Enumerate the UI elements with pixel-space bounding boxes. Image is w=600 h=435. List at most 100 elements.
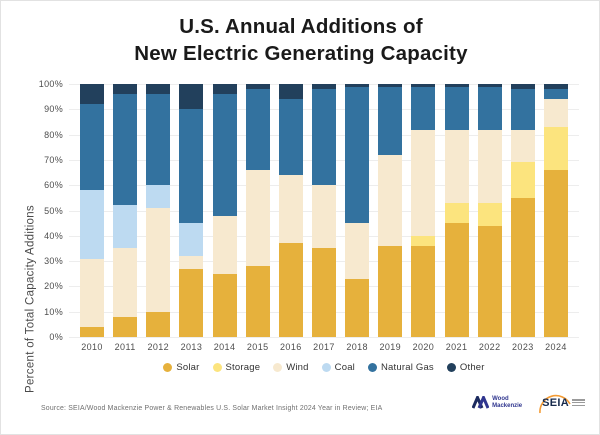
footer-logos: Wood Mackenzie SEIA bbox=[472, 394, 585, 413]
segment-2010-solar bbox=[80, 326, 104, 337]
segment-2014-other bbox=[212, 84, 237, 95]
bar-2020 bbox=[411, 84, 436, 337]
segment-2019-natural-gas bbox=[378, 86, 403, 155]
bar-stack-2018 bbox=[345, 84, 370, 337]
segment-2020-solar bbox=[411, 245, 436, 337]
bar-stack-2022 bbox=[477, 84, 502, 337]
segment-2010-coal bbox=[80, 190, 104, 259]
segment-2014-wind bbox=[212, 215, 237, 274]
plot-area: Percent of Total Capacity Additions 0% 10… bbox=[1, 79, 599, 393]
bar-stack-2016 bbox=[278, 84, 303, 337]
segment-2024-wind bbox=[543, 99, 568, 128]
segment-2021-solar bbox=[444, 223, 469, 337]
segment-2015-wind bbox=[245, 170, 270, 267]
segment-2018-natural-gas bbox=[345, 86, 370, 224]
bar-stack-2024 bbox=[543, 84, 568, 337]
segment-2019-other bbox=[378, 84, 403, 87]
bar-2023 bbox=[510, 84, 535, 337]
bar-2011 bbox=[113, 84, 138, 337]
segment-2024-storage bbox=[543, 127, 568, 171]
segment-2012-coal bbox=[146, 185, 171, 208]
wood-mackenzie-mark-icon bbox=[472, 396, 490, 409]
segment-2022-wind bbox=[477, 129, 502, 203]
y-tick-50: 50% bbox=[44, 205, 63, 216]
segment-2012-natural-gas bbox=[146, 94, 171, 186]
segment-2021-natural-gas bbox=[444, 86, 469, 130]
y-tick-70: 70% bbox=[44, 154, 63, 165]
segment-2011-wind bbox=[113, 248, 138, 317]
segment-2014-natural-gas bbox=[212, 94, 237, 216]
y-tick-0: 0% bbox=[49, 332, 63, 342]
chart-title: U.S. Annual Additions of New Electric Ge… bbox=[1, 14, 599, 67]
x-tick-label: 2015 bbox=[246, 342, 269, 352]
segment-2017-other bbox=[311, 84, 336, 90]
segment-2017-natural-gas bbox=[311, 89, 336, 186]
legend-dot-icon bbox=[446, 363, 456, 372]
segment-2014-solar bbox=[212, 273, 237, 337]
segment-2022-storage bbox=[477, 202, 502, 226]
bar-2012 bbox=[146, 84, 171, 337]
bar-group bbox=[80, 84, 568, 337]
segment-2020-natural-gas bbox=[411, 86, 436, 130]
wood-mackenzie-word1: Wood bbox=[492, 396, 509, 402]
segment-2024-natural-gas bbox=[543, 89, 568, 100]
bar-stack-2017 bbox=[311, 84, 336, 337]
legend-item-coal: Coal bbox=[321, 362, 355, 373]
segment-2013-natural-gas bbox=[179, 109, 204, 224]
segment-2021-wind bbox=[444, 129, 469, 203]
segment-2011-other bbox=[113, 84, 138, 95]
bar-stack-2011 bbox=[113, 84, 138, 337]
bar-2024 bbox=[543, 84, 568, 337]
segment-2024-solar bbox=[543, 170, 568, 337]
legend-label: Solar bbox=[176, 362, 200, 373]
wood-mackenzie-logo: Wood Mackenzie bbox=[472, 396, 522, 409]
segment-2012-solar bbox=[146, 311, 171, 337]
x-tick-label: 2012 bbox=[147, 342, 170, 352]
x-tick-label: 2014 bbox=[213, 342, 236, 352]
bar-2010 bbox=[80, 84, 104, 337]
bar-stack-2012 bbox=[146, 84, 171, 337]
segment-2022-other bbox=[477, 84, 502, 87]
legend-label: Wind bbox=[286, 362, 309, 373]
x-tick-label: 2018 bbox=[346, 342, 368, 352]
bar-stack-2015 bbox=[245, 84, 270, 337]
y-tick-100: 100% bbox=[38, 79, 63, 89]
x-tick-label: 2022 bbox=[478, 342, 501, 352]
bar-2014 bbox=[212, 84, 237, 337]
x-tick-label: 2017 bbox=[313, 342, 335, 352]
legend-dot-icon bbox=[273, 363, 283, 372]
bar-2018 bbox=[345, 84, 370, 337]
seia-wordmark: SEIA bbox=[542, 396, 569, 409]
y-tick-30: 30% bbox=[44, 256, 63, 267]
x-tick-label: 2013 bbox=[180, 342, 203, 352]
bar-stack-2023 bbox=[510, 84, 535, 337]
bar-2022 bbox=[477, 84, 502, 337]
segment-2021-storage bbox=[444, 202, 469, 224]
y-tick-20: 20% bbox=[44, 281, 63, 292]
legend-item-solar: Solar bbox=[163, 362, 199, 373]
segment-2016-wind bbox=[278, 175, 303, 244]
chart-title-line2: New Electric Generating Capacity bbox=[134, 41, 468, 65]
segment-2015-solar bbox=[245, 266, 270, 337]
segment-2016-other bbox=[278, 84, 303, 100]
source-note: Source: SEIA/Wood Mackenzie Power & Rene… bbox=[41, 405, 383, 412]
segment-2021-other bbox=[444, 84, 469, 87]
legend-label: Other bbox=[459, 362, 485, 373]
legend-item-natural-gas: Natural Gas bbox=[368, 362, 434, 373]
segment-2013-coal bbox=[179, 223, 204, 257]
segment-2010-other bbox=[80, 84, 104, 105]
segment-2017-wind bbox=[311, 185, 336, 249]
segment-2011-natural-gas bbox=[113, 94, 138, 206]
bar-2016 bbox=[278, 84, 303, 337]
bar-stack-2021 bbox=[444, 84, 469, 337]
legend-dot-icon bbox=[368, 363, 377, 372]
gridline-0 bbox=[69, 337, 579, 338]
y-tick-80: 80% bbox=[44, 129, 63, 140]
segment-2023-wind bbox=[510, 129, 535, 163]
legend-item-storage: Storage bbox=[212, 362, 261, 373]
x-tick-label: 2024 bbox=[545, 342, 567, 352]
bar-stack-2019 bbox=[378, 84, 403, 337]
segment-2013-wind bbox=[179, 256, 204, 269]
segment-2019-wind bbox=[378, 154, 403, 246]
y-tick-90: 90% bbox=[44, 104, 63, 115]
